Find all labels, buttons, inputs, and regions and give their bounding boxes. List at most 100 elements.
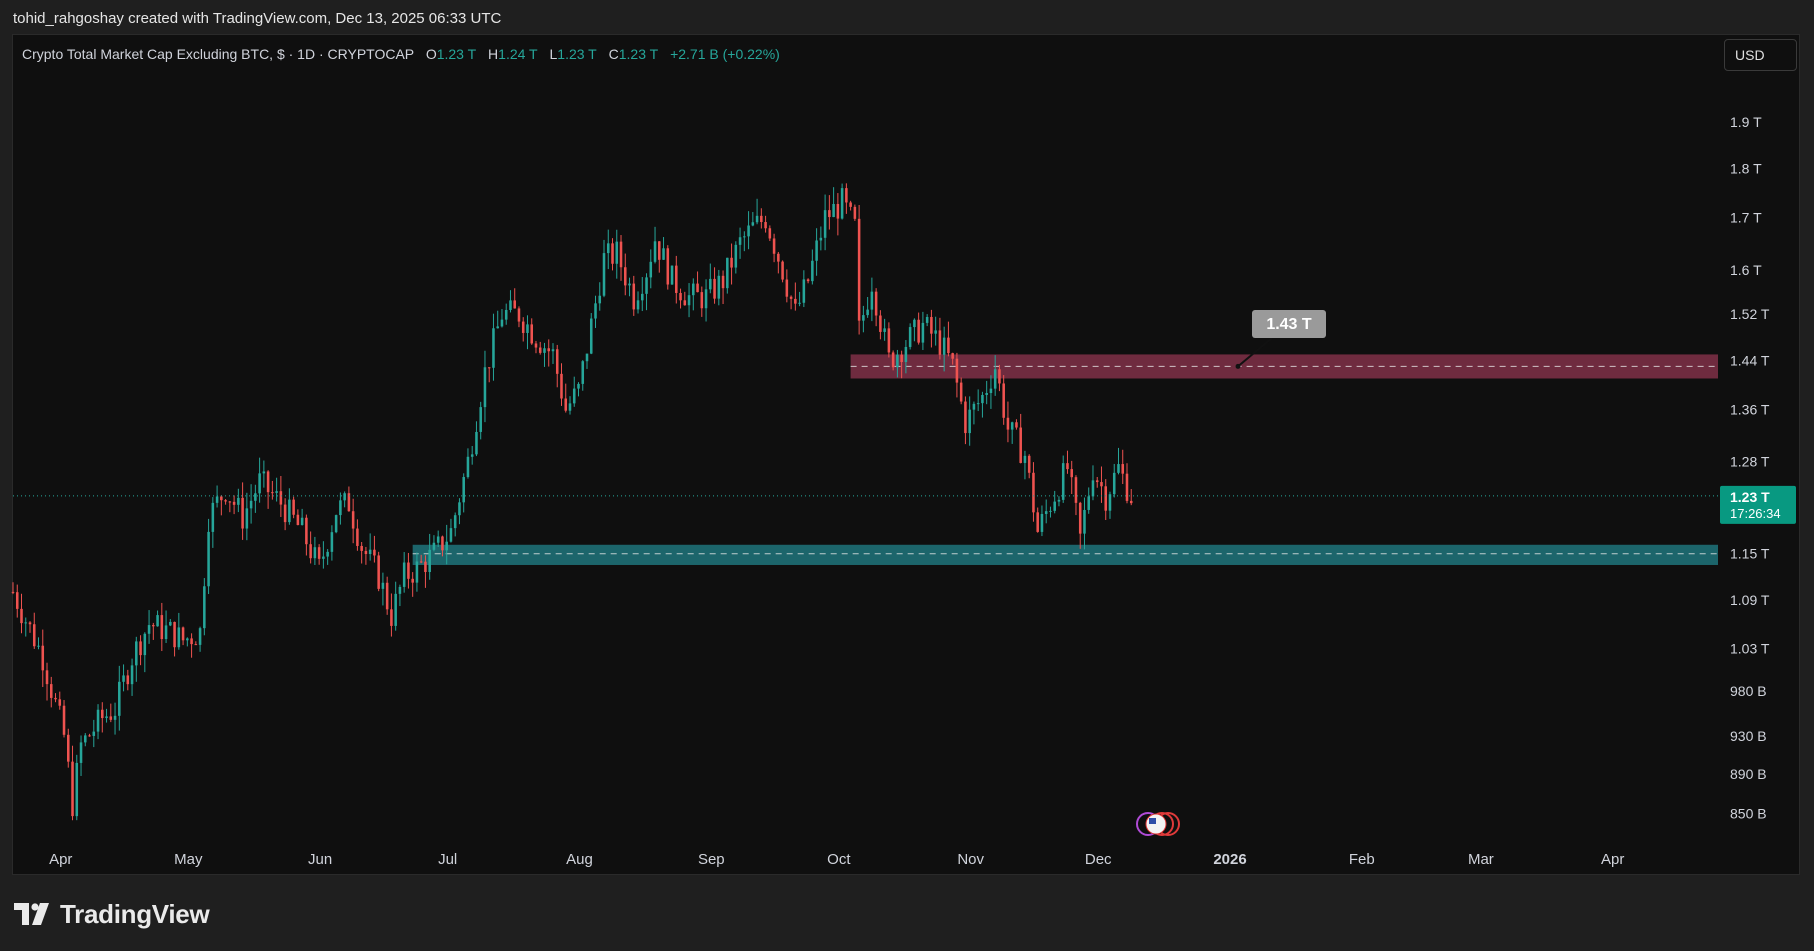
candle-body <box>173 621 176 648</box>
candle-body <box>1002 383 1005 418</box>
candle-body <box>351 511 355 529</box>
x-tick-label: Oct <box>827 851 851 868</box>
candle-body <box>394 593 397 626</box>
candle-body <box>530 324 534 344</box>
candle-body <box>300 517 304 525</box>
candle-body <box>709 278 712 290</box>
candle-body <box>675 265 678 293</box>
candle-body <box>670 265 674 285</box>
x-tick-label: Feb <box>1349 851 1375 868</box>
candle-body <box>976 403 980 405</box>
candle-body <box>54 697 57 700</box>
last-price-badge <box>1720 485 1796 524</box>
zone-label-text: 1.43 T <box>1266 316 1312 333</box>
candle-body <box>237 497 240 505</box>
candle-body <box>896 354 899 368</box>
candle-body <box>636 300 640 310</box>
symbol-title[interactable]: Crypto Total Market Cap Excluding BTC, $… <box>22 46 415 62</box>
candle-body <box>981 394 984 404</box>
candle-body <box>211 502 215 532</box>
candle-body <box>687 295 691 306</box>
candle-body <box>772 238 776 254</box>
candle-body <box>449 528 453 542</box>
candle-body <box>436 536 440 543</box>
candle-body <box>224 500 227 502</box>
candle-body <box>560 373 563 399</box>
candle-body <box>917 319 920 343</box>
candle-body <box>623 267 627 286</box>
candle-body <box>942 337 946 355</box>
candle-body <box>760 215 763 223</box>
candle-body <box>521 321 525 333</box>
brand[interactable]: TradingView <box>14 896 210 932</box>
y-tick-label: 1.7 T <box>1730 210 1762 226</box>
candle-body <box>836 203 840 219</box>
candle-body <box>743 236 746 238</box>
candle-body <box>373 549 376 556</box>
y-tick-label: 850 B <box>1730 806 1767 822</box>
candle-body <box>993 369 997 389</box>
candle-body <box>415 561 419 583</box>
price-zone <box>412 544 1719 565</box>
candle-body <box>679 292 682 301</box>
candle-body <box>194 644 198 646</box>
candle-body <box>1023 455 1027 463</box>
currency-button[interactable]: USD <box>1724 39 1797 71</box>
chart-pane[interactable] <box>12 34 1800 875</box>
zone-label-bubble <box>1252 310 1326 338</box>
candle-body <box>139 641 142 656</box>
candle-body <box>734 244 738 268</box>
candle-body <box>1117 464 1120 473</box>
x-tick-label: Nov <box>957 851 984 868</box>
candle-body <box>152 625 155 627</box>
candle-body <box>381 582 385 589</box>
candle-body <box>169 621 172 626</box>
candle-body <box>683 300 687 306</box>
candle-body <box>972 403 976 410</box>
candle-body <box>475 431 478 455</box>
candle-body <box>441 536 444 551</box>
candle-body <box>1087 496 1090 510</box>
candle-body <box>377 555 380 589</box>
candle-body <box>135 641 138 666</box>
candle-body <box>402 562 406 587</box>
y-tick-label: 890 B <box>1730 766 1767 782</box>
candle-body <box>254 493 257 501</box>
attribution-header: tohid_rahgoshay created with TradingView… <box>0 0 1814 34</box>
candle-body <box>424 561 427 573</box>
candle-body <box>887 328 891 353</box>
candle-body <box>700 292 704 309</box>
candle-body <box>1112 472 1116 495</box>
tradingview-logo-icon <box>14 903 49 925</box>
candle-body <box>989 388 993 394</box>
candle-body <box>504 309 508 320</box>
candle-body <box>955 358 959 383</box>
candle-body <box>156 615 159 627</box>
candle-body <box>985 393 988 395</box>
candle-body <box>1083 509 1086 534</box>
candle-body <box>832 203 835 218</box>
change-value: +2.71 B (+0.22%) <box>670 46 780 62</box>
high-label: H <box>488 46 499 62</box>
candle-body <box>853 206 857 219</box>
candle-body <box>900 354 903 363</box>
y-tick-label: 1.8 T <box>1730 161 1762 177</box>
candle-body <box>258 473 261 494</box>
x-tick-label: May <box>174 851 203 868</box>
candle-body <box>322 556 325 559</box>
candle-body <box>840 188 844 219</box>
candle-body <box>1044 511 1048 514</box>
candle-body <box>1078 502 1082 534</box>
candle-body <box>164 625 168 640</box>
candle-body <box>292 499 295 515</box>
candle-body <box>1027 455 1031 473</box>
candle-body <box>49 684 53 698</box>
candle-body <box>28 622 32 625</box>
brand-name: TradingView <box>60 898 210 929</box>
candle-body <box>245 508 249 529</box>
candle-body <box>713 278 716 299</box>
candle-body <box>283 504 287 523</box>
y-tick-label: 1.03 T <box>1730 640 1770 656</box>
candle-body <box>798 302 801 304</box>
